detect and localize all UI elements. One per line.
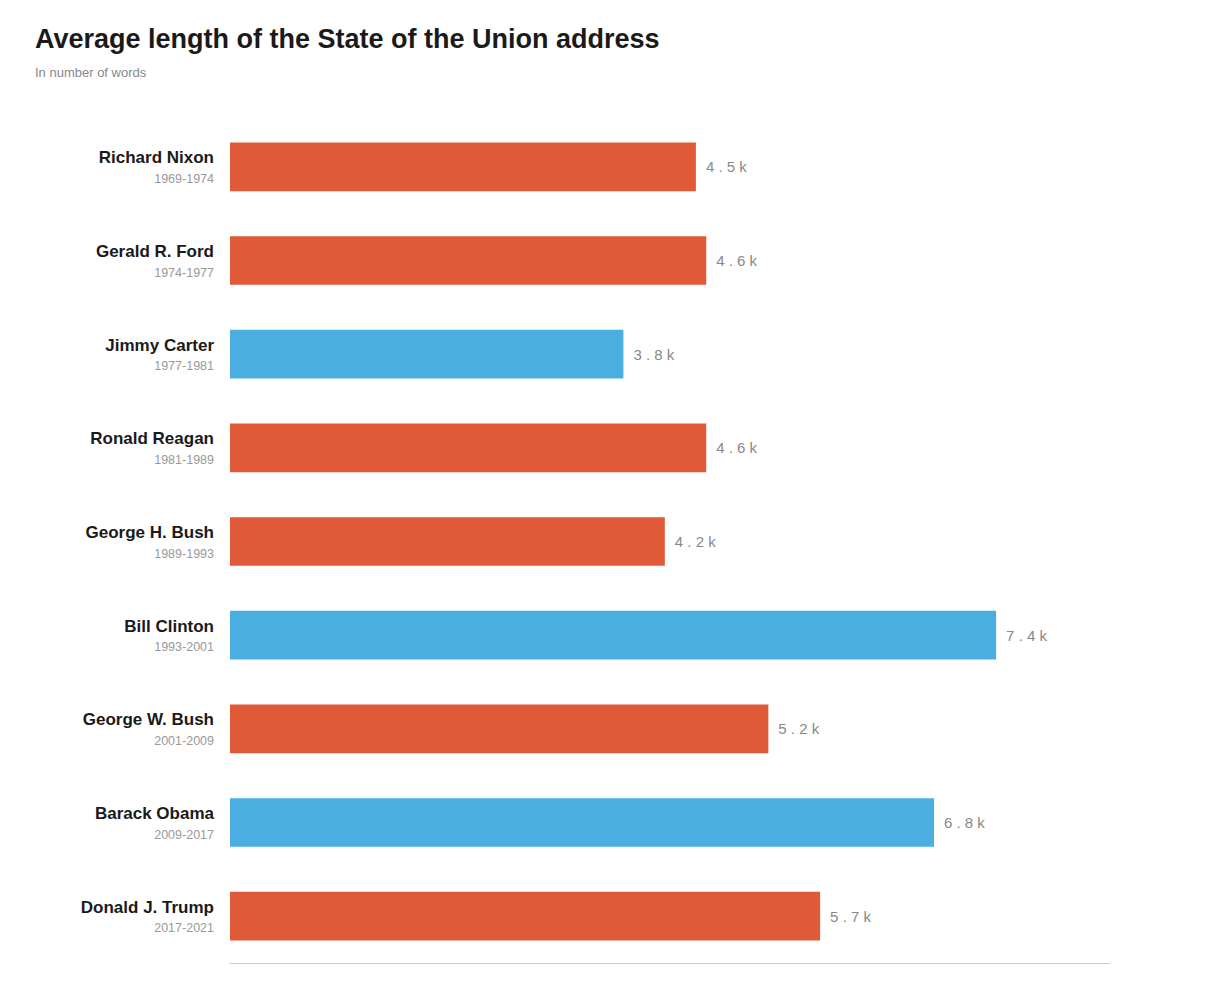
svg-text:George W. Bush: George W. Bush [83,710,214,729]
svg-text:2001-2009: 2001-2009 [154,734,214,748]
svg-text:1981-1989: 1981-1989 [154,453,214,467]
svg-text:4 . 5 k: 4 . 5 k [706,158,747,175]
svg-text:5 . 7 k: 5 . 7 k [830,908,871,925]
svg-text:1974-1977: 1974-1977 [154,266,214,280]
svg-text:Ronald Reagan: Ronald Reagan [90,429,214,448]
svg-text:Richard Nixon: Richard Nixon [99,148,214,167]
svg-text:1989-1993: 1989-1993 [154,547,214,561]
svg-text:George H. Bush: George H. Bush [86,523,214,542]
svg-text:2009-2017: 2009-2017 [154,828,214,842]
svg-text:5 . 2 k: 5 . 2 k [778,720,819,737]
svg-text:Gerald R. Ford: Gerald R. Ford [96,242,214,261]
svg-text:Average length of the State of: Average length of the State of the Union… [35,24,660,54]
svg-text:6 . 8 k: 6 . 8 k [944,814,985,831]
svg-text:4 . 2 k: 4 . 2 k [675,533,716,550]
svg-text:Barack Obama: Barack Obama [95,804,215,823]
svg-text:1977-1981: 1977-1981 [154,359,214,373]
svg-text:2017-2021: 2017-2021 [154,921,214,935]
svg-text:4 . 6 k: 4 . 6 k [716,252,757,269]
svg-text:In number of words: In number of words [35,65,147,80]
svg-text:4 . 6 k: 4 . 6 k [716,439,757,456]
svg-text:7 . 4 k: 7 . 4 k [1006,627,1047,644]
svg-text:1993-2001: 1993-2001 [154,640,214,654]
svg-text:1969-1974: 1969-1974 [154,172,214,186]
svg-text:3 . 8 k: 3 . 8 k [633,346,674,363]
svg-text:Jimmy Carter: Jimmy Carter [105,336,214,355]
svg-text:Bill Clinton: Bill Clinton [124,617,214,636]
svg-text:Donald J. Trump: Donald J. Trump [81,898,214,917]
